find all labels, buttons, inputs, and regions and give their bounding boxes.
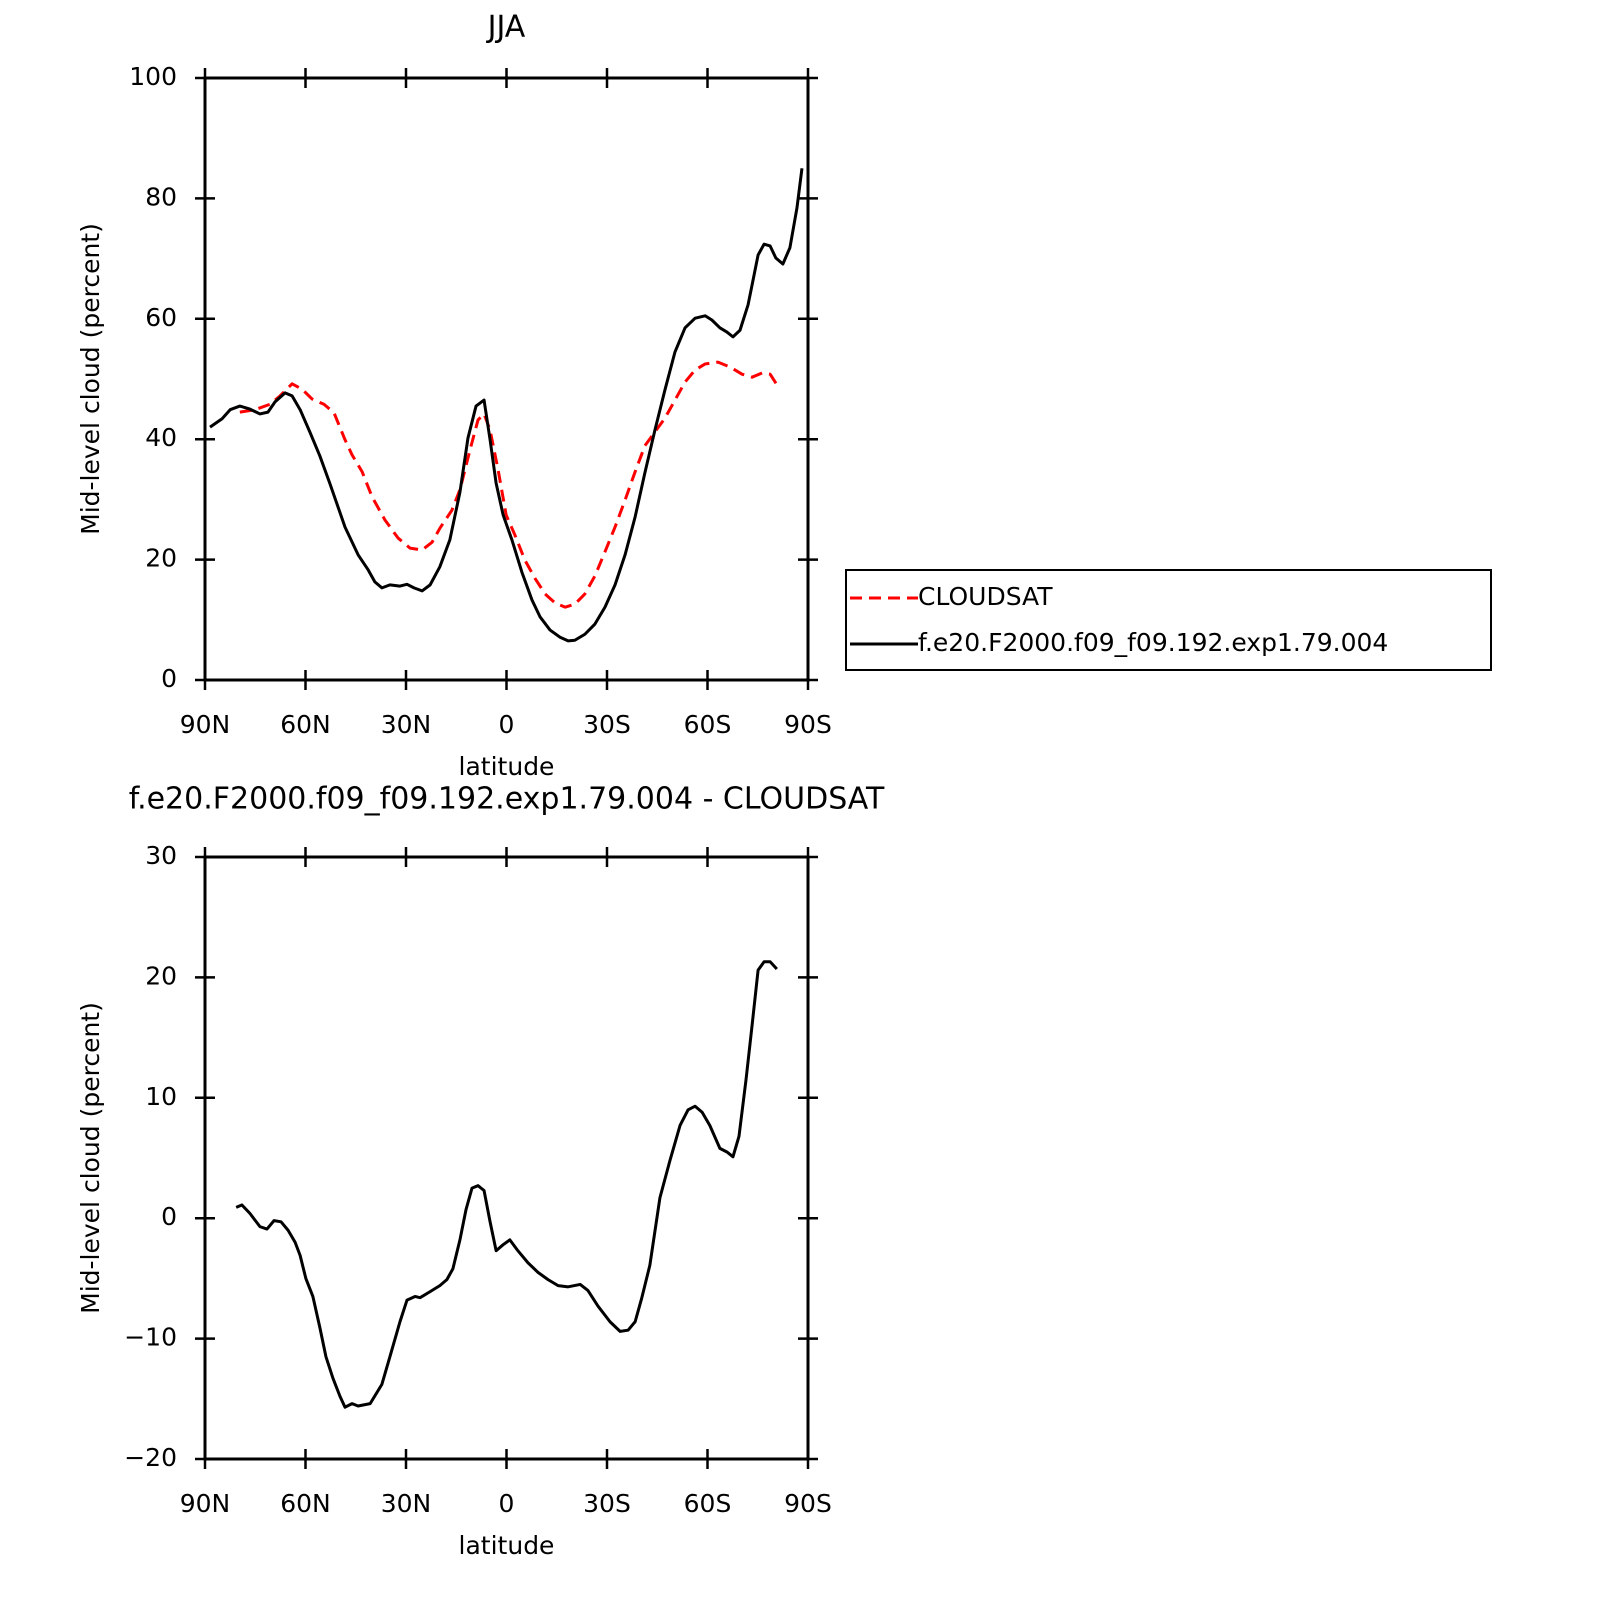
y-tick-label: 0 xyxy=(161,1202,177,1231)
plot-frame xyxy=(203,855,810,1461)
data-line xyxy=(209,168,804,643)
y-tick-label: −10 xyxy=(124,1323,177,1352)
plot-frame xyxy=(203,76,810,682)
x-tick-label: 60N xyxy=(280,710,331,739)
y-tick-label: 40 xyxy=(145,423,177,452)
x-tick-label: 60N xyxy=(280,1489,331,1518)
y-tick-label: 20 xyxy=(145,961,177,990)
x-tick-label: 60S xyxy=(684,710,732,739)
y-tick-label: 100 xyxy=(129,62,177,91)
legend-label: f.e20.F2000.f09_f09.192.exp1.79.004 xyxy=(918,628,1388,657)
y-tick-label: 60 xyxy=(145,303,177,332)
x-tick-label: 30N xyxy=(381,1489,432,1518)
x-tick-label: 60S xyxy=(684,1489,732,1518)
y-tick-label: 10 xyxy=(145,1082,177,1111)
x-axis-label: latitude xyxy=(459,1531,555,1560)
x-axis-label: latitude xyxy=(459,752,555,781)
data-line xyxy=(239,360,780,609)
y-tick-label: 80 xyxy=(145,182,177,211)
legend-box xyxy=(845,569,1492,671)
x-tick-label: 30S xyxy=(583,710,631,739)
y-tick-label: 20 xyxy=(145,544,177,573)
x-tick-label: 30N xyxy=(381,710,432,739)
y-tick-label: −20 xyxy=(124,1443,177,1472)
x-tick-label: 0 xyxy=(499,1489,515,1518)
x-tick-label: 0 xyxy=(499,710,515,739)
data-line xyxy=(235,960,778,1409)
x-tick-label: 30S xyxy=(583,1489,631,1518)
chart-title: JJA xyxy=(486,10,526,45)
y-axis-label: Mid-level cloud (percent) xyxy=(76,223,105,535)
chart-title: f.e20.F2000.f09_f09.192.exp1.79.004 - CL… xyxy=(129,782,885,817)
x-tick-label: 90S xyxy=(784,710,832,739)
legend-label: CLOUDSAT xyxy=(918,582,1053,611)
x-tick-label: 90N xyxy=(180,710,231,739)
x-tick-label: 90N xyxy=(180,1489,231,1518)
y-tick-label: 0 xyxy=(161,664,177,693)
y-axis-label: Mid-level cloud (percent) xyxy=(76,1002,105,1314)
y-tick-label: 30 xyxy=(145,841,177,870)
x-tick-label: 90S xyxy=(784,1489,832,1518)
